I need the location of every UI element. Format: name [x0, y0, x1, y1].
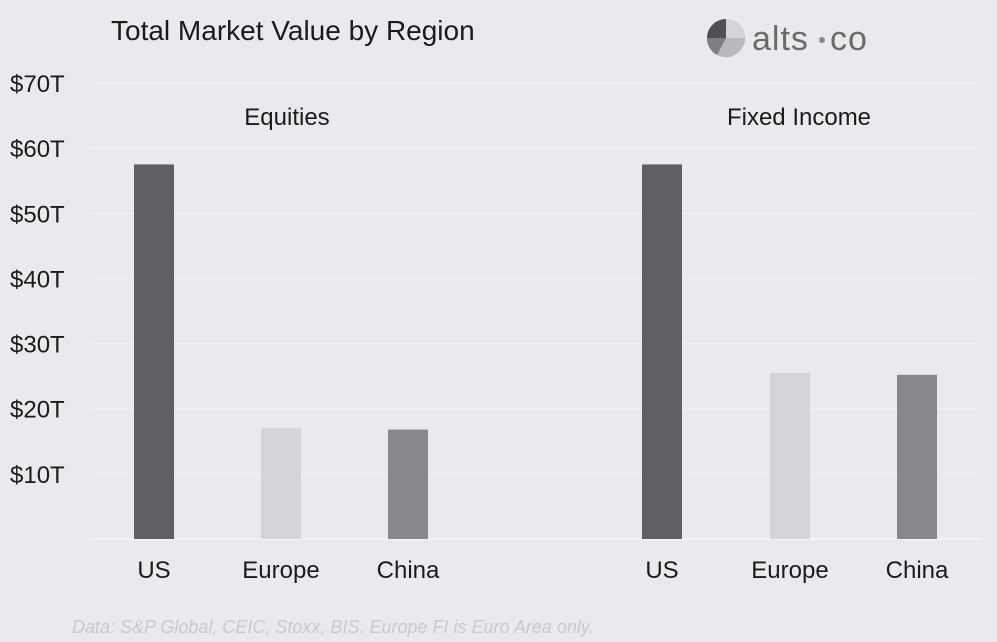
logo-dot — [819, 37, 825, 43]
source-note: Data: S&P Global, CEIC, Stoxx, BIS. Euro… — [72, 617, 594, 637]
bar — [642, 164, 682, 539]
gridlines — [90, 82, 980, 540]
panels: Equities US Europe China Fixed Income US Europ… — [134, 104, 949, 584]
y-tick-label: $60T — [10, 136, 65, 163]
panel-title: Equities — [244, 104, 329, 131]
x-tick-label: China — [886, 557, 949, 584]
bar — [770, 372, 810, 539]
panel: Fixed Income US Europe China — [642, 104, 949, 584]
bar — [261, 428, 301, 539]
chart-title: Total Market Value by Region — [111, 15, 475, 46]
x-tick-label: US — [645, 557, 678, 584]
y-tick-label: $50T — [10, 201, 65, 228]
bar — [134, 164, 174, 539]
bar — [388, 429, 428, 539]
logo-text-right: co — [830, 20, 868, 58]
x-tick-label: Europe — [751, 557, 828, 584]
x-tick-label: China — [377, 557, 440, 584]
x-tick-label: US — [137, 557, 170, 584]
panel-title: Fixed Income — [727, 104, 871, 131]
y-axis-ticks: $10T $20T $30T $40T $50T $60T $70T — [10, 71, 65, 489]
y-tick-label: $70T — [10, 71, 65, 98]
bar — [897, 374, 937, 539]
y-tick-label: $10T — [10, 462, 65, 489]
pie-logo-icon — [706, 19, 746, 58]
logo: alts co — [706, 19, 868, 58]
x-tick-label: Europe — [242, 557, 319, 584]
y-tick-label: $30T — [10, 332, 65, 359]
panel: Equities US Europe China — [134, 104, 440, 584]
y-tick-label: $20T — [10, 397, 65, 424]
y-tick-label: $40T — [10, 266, 65, 293]
logo-text-left: alts — [752, 20, 809, 58]
